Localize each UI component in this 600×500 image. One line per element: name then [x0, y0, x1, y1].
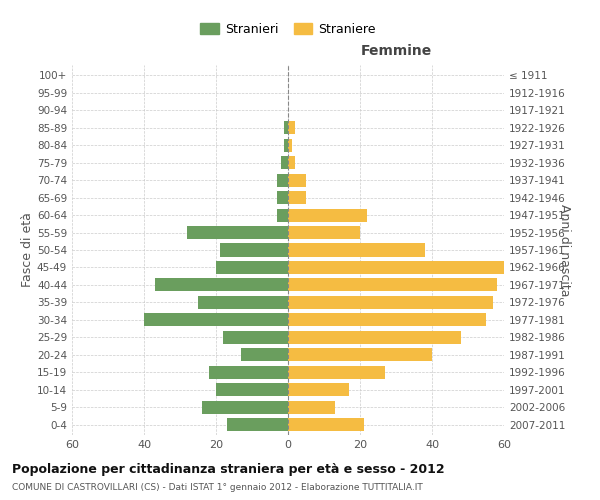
Bar — [288, 208, 367, 222]
Bar — [277, 208, 288, 222]
Bar — [288, 383, 349, 396]
Bar — [198, 296, 288, 309]
Bar — [288, 330, 461, 344]
Bar — [288, 400, 335, 413]
Y-axis label: Anni di nascita: Anni di nascita — [558, 204, 571, 296]
Bar — [288, 261, 504, 274]
Bar — [284, 138, 288, 152]
Bar — [288, 226, 360, 239]
Bar — [202, 400, 288, 413]
Bar — [288, 296, 493, 309]
Bar — [288, 418, 364, 431]
Bar — [288, 278, 497, 291]
Text: Popolazione per cittadinanza straniera per età e sesso - 2012: Popolazione per cittadinanza straniera p… — [12, 462, 445, 475]
Bar — [284, 122, 288, 134]
Bar — [223, 330, 288, 344]
Bar — [288, 174, 306, 186]
Legend: Stranieri, Straniere: Stranieri, Straniere — [200, 23, 376, 36]
Bar — [144, 314, 288, 326]
Y-axis label: Fasce di età: Fasce di età — [21, 212, 34, 288]
Bar — [288, 156, 295, 170]
Bar — [288, 244, 425, 256]
Text: Femmine: Femmine — [361, 44, 431, 58]
Text: COMUNE DI CASTROVILLARI (CS) - Dati ISTAT 1° gennaio 2012 - Elaborazione TUTTITA: COMUNE DI CASTROVILLARI (CS) - Dati ISTA… — [12, 482, 423, 492]
Bar — [288, 348, 432, 362]
Bar — [277, 174, 288, 186]
Bar — [220, 244, 288, 256]
Bar — [288, 314, 486, 326]
Bar — [288, 122, 295, 134]
Bar — [288, 366, 385, 378]
Bar — [241, 348, 288, 362]
Bar — [288, 138, 292, 152]
Bar — [187, 226, 288, 239]
Bar — [209, 366, 288, 378]
Bar — [288, 191, 306, 204]
Bar — [227, 418, 288, 431]
Bar — [216, 261, 288, 274]
Bar — [277, 191, 288, 204]
Bar — [155, 278, 288, 291]
Bar — [281, 156, 288, 170]
Bar — [216, 383, 288, 396]
